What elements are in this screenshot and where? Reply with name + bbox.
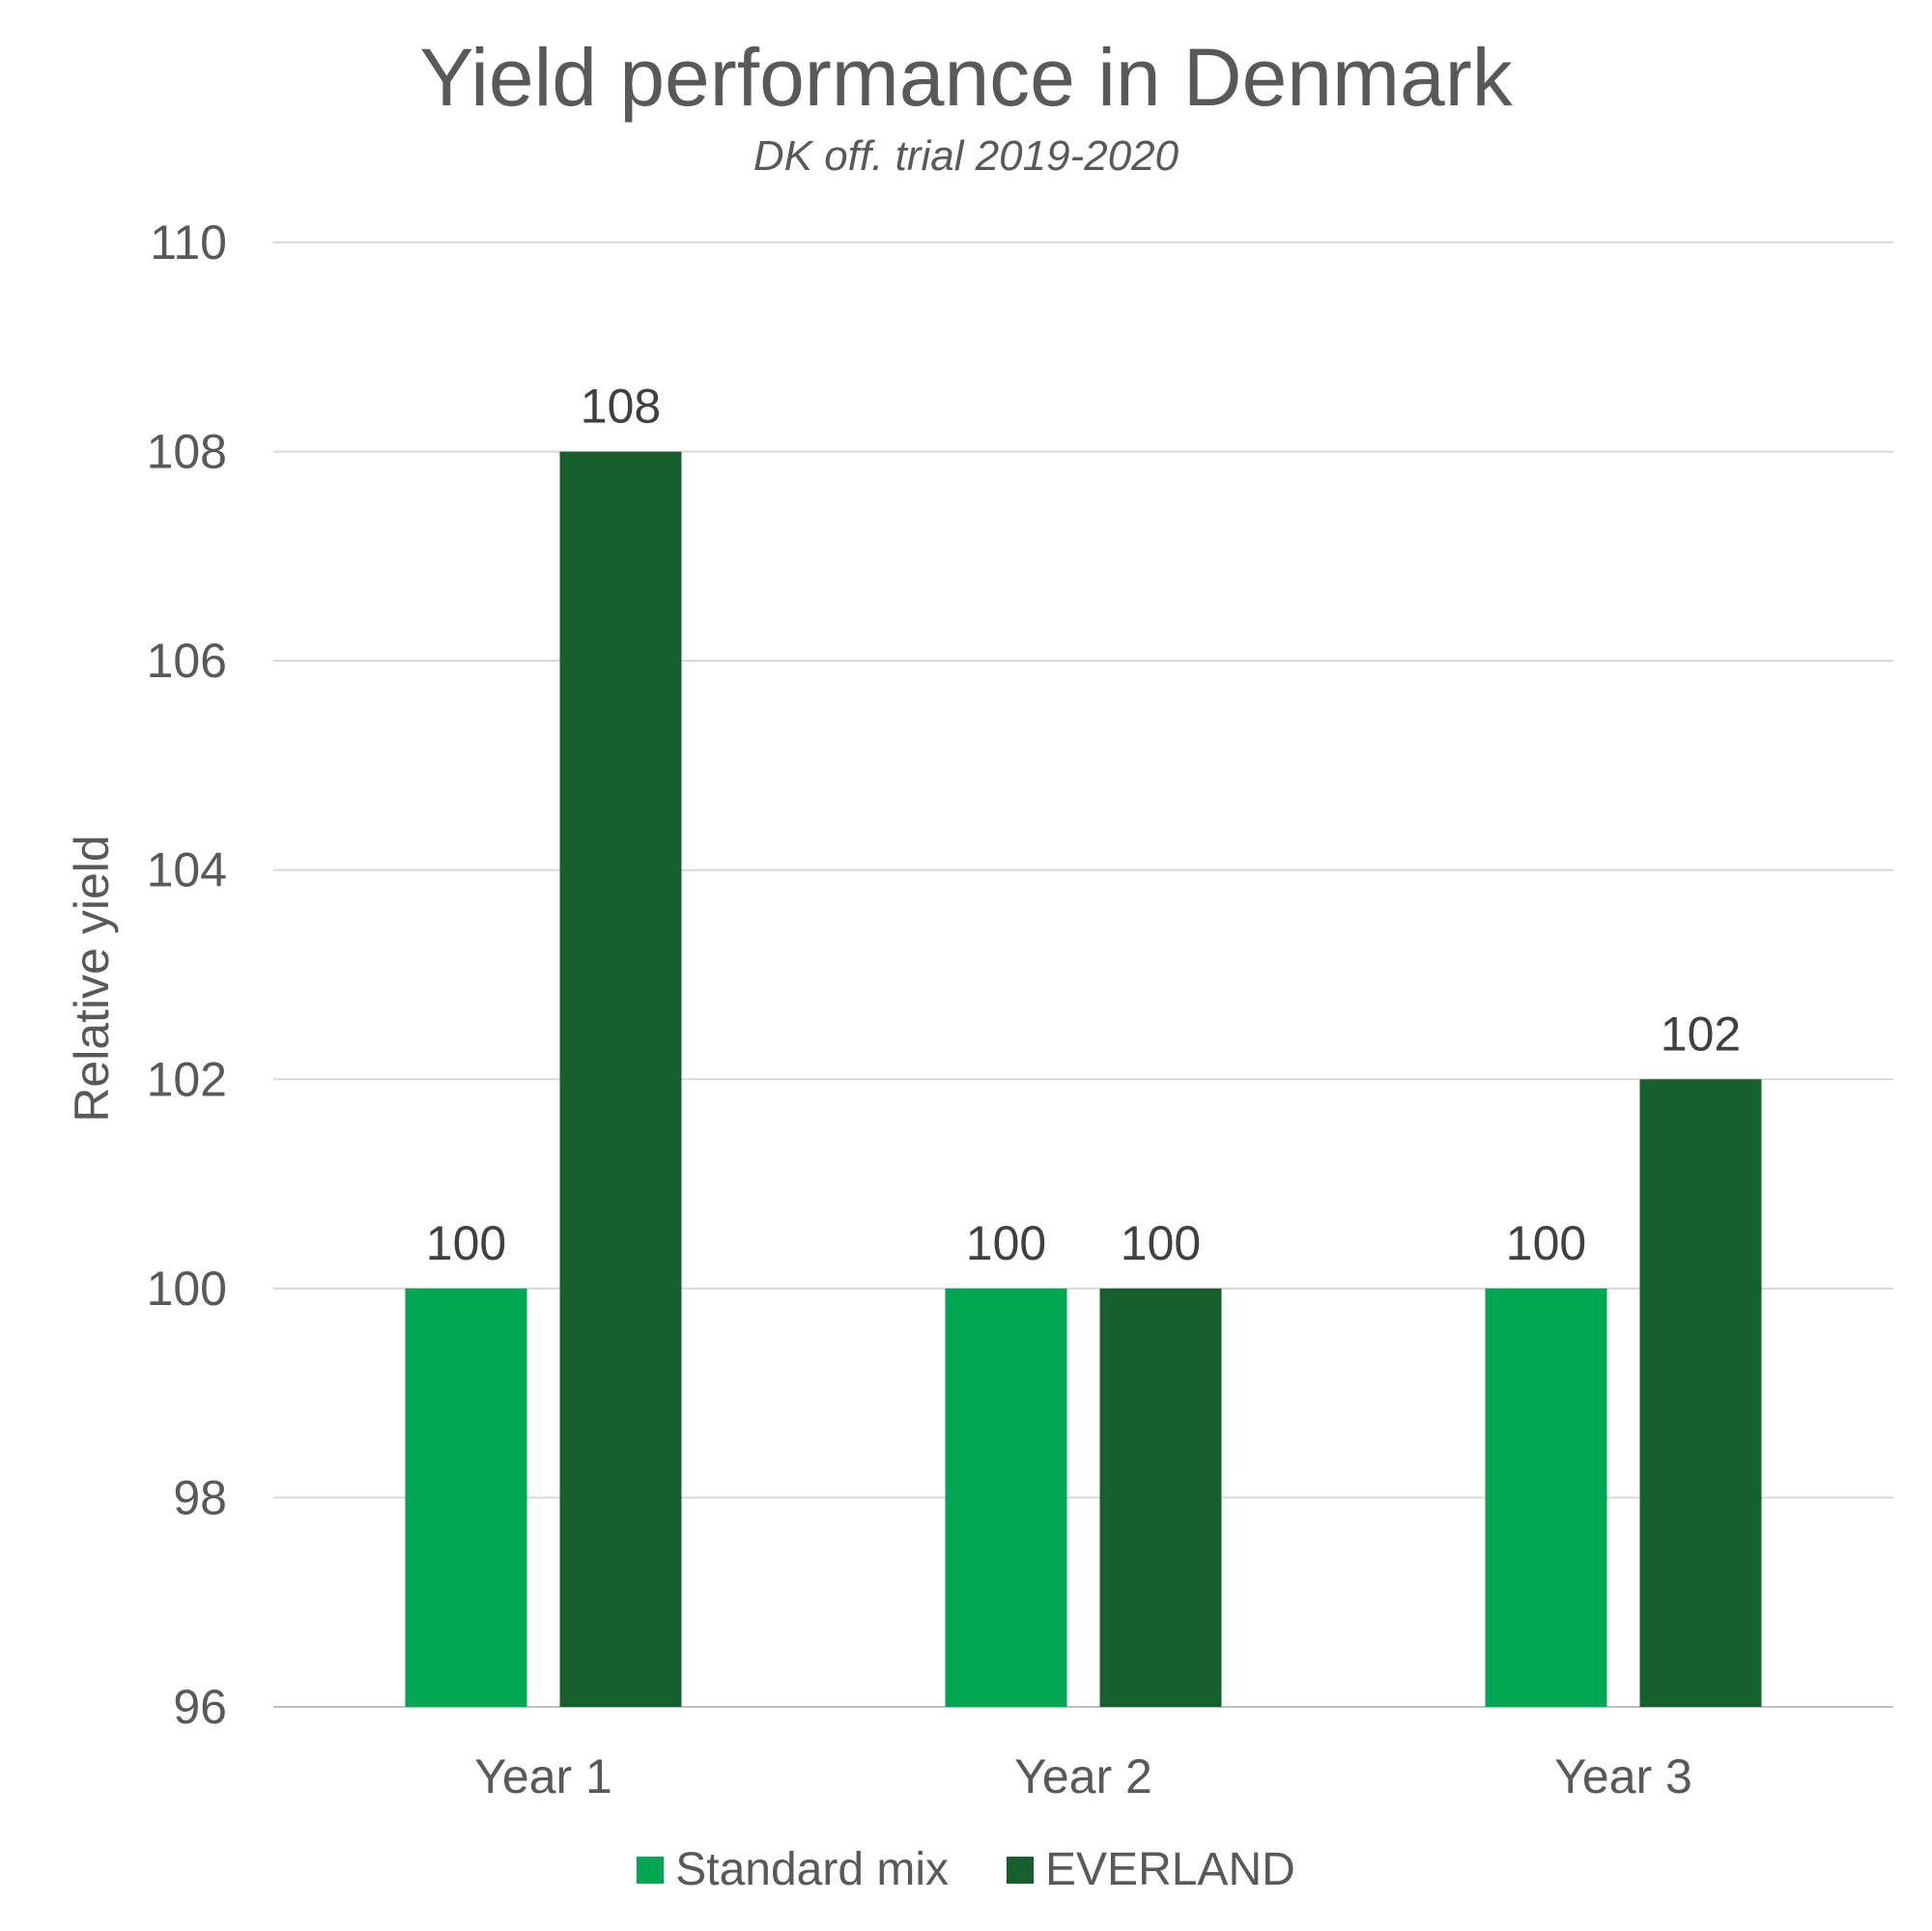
legend-item-standard-mix: Standard mix <box>637 1847 949 1893</box>
legend-item-everland: EVERLAND <box>1007 1847 1295 1893</box>
y-tick-label: 100 <box>147 1262 227 1316</box>
bar-everland <box>1639 1079 1762 1707</box>
legend-label-standard-mix: Standard mix <box>675 1844 950 1895</box>
legend-swatch-standard-mix <box>637 1857 665 1884</box>
bars <box>405 451 1762 1708</box>
legend-swatch-everland <box>1007 1857 1035 1884</box>
data-labels: 100 108 100 100 100 102 <box>426 380 1741 1270</box>
data-label: 108 <box>581 380 661 434</box>
y-tick-label: 98 <box>173 1470 227 1524</box>
bar-standard-mix <box>945 1288 1067 1707</box>
x-axis-ticks: Year 1 Year 2 Year 3 <box>474 1749 1692 1803</box>
y-tick-label: 110 <box>150 215 227 270</box>
bar-standard-mix <box>1485 1288 1607 1707</box>
bar-everland <box>559 451 682 1708</box>
y-tick-label: 96 <box>173 1680 227 1734</box>
gridlines <box>273 241 1893 1708</box>
chart-title: Yield performance in Denmark <box>419 32 1513 123</box>
chart-subtitle: DK off. trial 2019-2020 <box>753 132 1179 180</box>
y-tick-label: 106 <box>147 634 227 688</box>
data-label: 100 <box>966 1216 1046 1270</box>
x-tick-label: Year 3 <box>1554 1749 1692 1803</box>
data-label: 100 <box>426 1216 506 1270</box>
y-axis-ticks: 96 98 100 102 104 106 108 110 <box>147 215 227 1734</box>
x-tick-label: Year 1 <box>474 1749 612 1803</box>
bar-standard-mix <box>405 1288 527 1707</box>
y-tick-label: 108 <box>147 425 227 479</box>
x-tick-label: Year 2 <box>1014 1749 1152 1803</box>
data-label: 100 <box>1121 1216 1201 1270</box>
bar-everland <box>1099 1288 1222 1707</box>
y-tick-label: 104 <box>147 843 227 897</box>
legend: Standard mix EVERLAND <box>0 1847 1932 1893</box>
data-label: 102 <box>1661 1007 1741 1061</box>
legend-label-everland: EVERLAND <box>1045 1844 1295 1895</box>
data-label: 100 <box>1506 1216 1586 1270</box>
y-tick-label: 102 <box>147 1052 227 1106</box>
y-axis-label: Relative yield <box>65 835 119 1122</box>
